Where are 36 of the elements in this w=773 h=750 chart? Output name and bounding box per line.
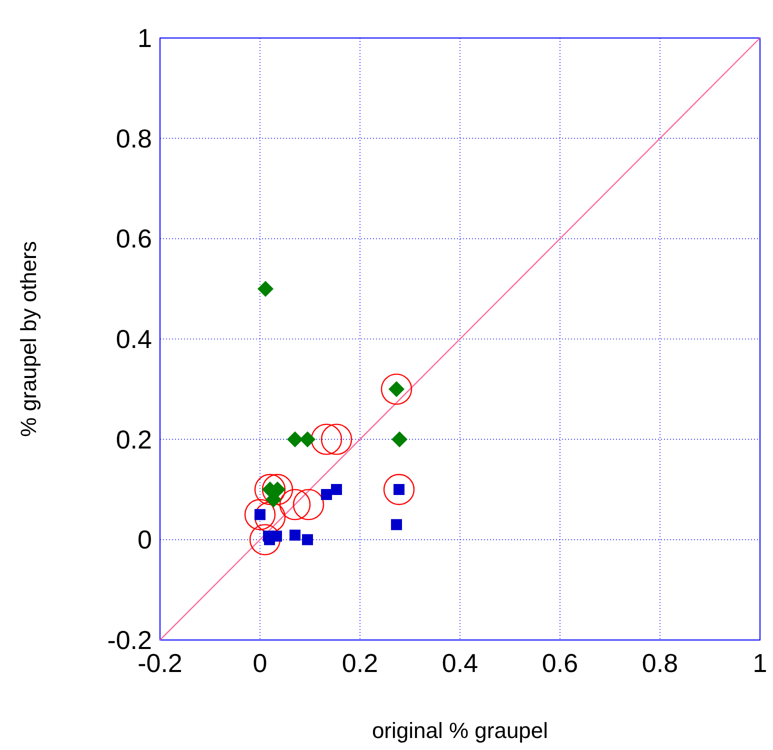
point: [392, 431, 408, 448]
y-tick-label: 1: [138, 23, 152, 53]
point: [310, 424, 342, 455]
point: [287, 431, 303, 448]
point: [266, 492, 282, 508]
point: [380, 374, 412, 405]
point: [254, 474, 286, 506]
y-tick-label: 0.6: [116, 224, 152, 254]
x-tick-label: 1: [752, 648, 768, 678]
point: [302, 534, 313, 546]
point: [331, 484, 342, 495]
y-axis-title: % graupel by others: [16, 241, 41, 437]
x-tick-label: 0.4: [442, 648, 478, 678]
point: [320, 424, 352, 455]
y-tick-label: 0: [138, 524, 152, 555]
y-tick-label: 0.2: [116, 424, 152, 454]
x-axis-title: original % graupel: [372, 718, 548, 743]
y-tick-label: 0.4: [116, 324, 152, 354]
x-tick-label: 0.2: [342, 648, 378, 678]
x-tick-label: 0.6: [542, 648, 578, 678]
y-tick-label: 0.8: [116, 123, 152, 154]
point: [391, 519, 402, 530]
point: [321, 489, 332, 500]
point: [258, 280, 274, 297]
point: [254, 501, 286, 533]
point: [290, 530, 300, 541]
point: [249, 524, 281, 556]
point: [300, 431, 316, 448]
point: [279, 488, 311, 520]
y-tick-label: -0.2: [107, 625, 152, 655]
point: [292, 488, 324, 520]
x-tick-label: 0.8: [642, 648, 678, 678]
point: [262, 474, 294, 506]
point: [244, 498, 276, 530]
x-tick-label: 0: [252, 648, 268, 678]
point: [383, 474, 415, 506]
